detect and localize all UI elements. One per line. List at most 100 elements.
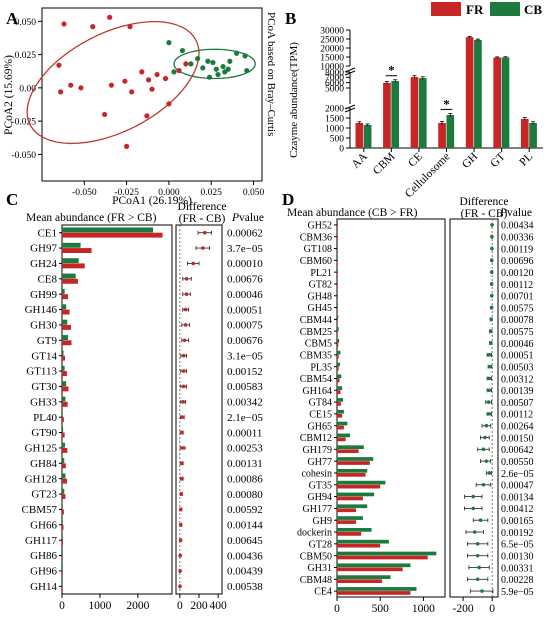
panel-d-x-tick-label: 500 xyxy=(372,603,390,615)
panel-c-bar-fr-gt90 xyxy=(62,432,65,438)
panel-d-bar-cb-ce15 xyxy=(337,409,344,414)
panel-a-point-fr xyxy=(78,85,84,91)
panel-d-category-label-dockerin: dockerin xyxy=(297,528,332,539)
panel-a-point-cb xyxy=(220,63,226,70)
panel-c-difference-point-ce8 xyxy=(184,277,189,281)
panel-c-difference-point-gt23 xyxy=(179,492,184,496)
panel-d-bar-fr-gh48 xyxy=(337,295,338,300)
panel-d-category-label-gh177: GH177 xyxy=(303,504,332,515)
panel-b-y-tick-label: 0 xyxy=(339,144,344,154)
panel-c-bar-fr-gh30 xyxy=(62,324,72,330)
panel-b-y-tick-label: 30000 xyxy=(320,26,344,36)
panel-d-bar-cb-gt35 xyxy=(337,480,386,485)
panel-c-bar-cb-gt9 xyxy=(62,335,69,341)
panel-d-bar-fr-cbm12 xyxy=(337,437,346,442)
panel-b-y-tick-label: 25000 xyxy=(320,35,344,45)
panel-c-bar-cb-gh125 xyxy=(62,442,66,448)
panel-a-point-cb xyxy=(210,59,216,66)
panel-b-legend-cb-label: CB xyxy=(524,2,542,17)
panel-d-bar-fr-cbm25 xyxy=(337,331,338,335)
panel-a-point-cb xyxy=(234,50,240,56)
panel-c-category-label-ce8: CE8 xyxy=(37,273,57,285)
panel-d-category-label-gh52: GH52 xyxy=(308,221,332,232)
panel-c-bar-fr-ce8 xyxy=(62,278,78,284)
panel-d-bar-fr-gt84 xyxy=(337,402,341,406)
panel-d-difference-point-gh45 xyxy=(489,305,494,310)
panel-a-point-fr xyxy=(61,21,67,27)
panel-a-point-fr xyxy=(122,78,128,84)
panel-c-bar-cb-gh30 xyxy=(62,319,68,325)
panel-c-bar-fr-gt113 xyxy=(62,371,67,376)
panel-a-point-fr xyxy=(139,69,145,75)
panel-c-bar-cb-gh97 xyxy=(62,242,81,248)
panel-d-bar-fr-gh9 xyxy=(337,520,357,524)
panel-d-bar-fr-ce4 xyxy=(337,591,411,595)
panel-c-header-value: value xyxy=(239,212,264,224)
panel-c-bar-cb-gh117 xyxy=(62,534,63,540)
panel-b-y-tick-label: 5000 xyxy=(325,84,344,94)
panel-d-bar-fr-gh65 xyxy=(337,425,344,430)
panel-d-header-value: value xyxy=(507,207,532,219)
panel-c-category-label-pl40: PL40 xyxy=(33,412,57,424)
panel-d-bar-fr-gh177 xyxy=(337,508,357,513)
panel-a-point-fr xyxy=(149,86,155,92)
panel-c-bar-cb-gh84 xyxy=(62,458,65,464)
panel-d-bar-cb-gh65 xyxy=(337,421,348,426)
panel-b-y-tick-label: 10000 xyxy=(320,62,344,72)
panel-d-difference-point-cbm35 xyxy=(487,353,492,357)
panel-d-category-label-cohesin: cohesin xyxy=(301,469,332,480)
panel-d-difference-point-ce15 xyxy=(487,412,492,416)
panel-d-difference-point-cbm50 xyxy=(475,553,480,558)
panel-d-bar-fr-pl21 xyxy=(337,272,338,276)
panel-c-pvalue-gh96: 0.00439 xyxy=(227,566,263,578)
panel-d-header-mid-line: Difference xyxy=(460,196,509,208)
panel-c-abundance-frame xyxy=(61,224,173,595)
panel-d-pvalue-cbm48: 0.00228 xyxy=(501,575,534,586)
panel-c-difference-tick-label: 0 xyxy=(177,600,183,612)
panel-c-bar-fr-gh128 xyxy=(62,478,67,484)
panel-d-category-label-gh94: GH94 xyxy=(308,492,332,503)
panel-b-x-tick-label-gh: GH xyxy=(460,151,480,171)
panel-c-bar-cb-ce1 xyxy=(62,227,154,233)
panel-c-category-label-gt14: GT14 xyxy=(31,350,57,362)
panel-a-point-fr xyxy=(127,24,133,30)
panel-letter-d: D xyxy=(282,190,294,209)
panel-c-difference-point-gh146 xyxy=(183,307,188,312)
panel-d-difference-point-gh164 xyxy=(487,388,492,393)
panel-d-difference-point-gt28 xyxy=(475,542,480,546)
panel-b-y-tick-label: 2000 xyxy=(325,104,344,114)
panel-c-difference-point-gh96 xyxy=(178,569,182,573)
panel-c-difference-point-gt30 xyxy=(181,384,186,389)
panel-b-bar-cb-cbm xyxy=(391,81,400,148)
panel-c-bar-fr-gh33 xyxy=(62,401,68,407)
panel-d-bar-cb-gh48 xyxy=(337,291,338,296)
panel-a-point-cb xyxy=(166,40,172,46)
panel-d-pvalue-cbm50: 0.00130 xyxy=(501,551,534,562)
panel-d-pvalue-ce15: 0.00112 xyxy=(501,410,533,421)
panel-c-difference-point-gh84 xyxy=(179,461,184,466)
panel-d-header-left: Mean abundance (CB > FR) xyxy=(287,207,418,219)
panel-c-bar-fr-gh146 xyxy=(62,309,70,315)
panel-d-bar-cb-gh45 xyxy=(337,303,338,308)
panel-c-pvalue-gt30: 0.00583 xyxy=(227,381,263,393)
panel-d-difference-point-gh179 xyxy=(481,447,486,452)
panel-d-bar-cb-pl35 xyxy=(337,362,341,367)
panel-b-bar-fr-gt xyxy=(493,57,502,148)
panel-d-difference-tick-label: -200 xyxy=(453,603,474,615)
panel-a-ellipse-fr xyxy=(26,20,200,145)
panel-c-header-p: P xyxy=(231,212,239,224)
panel-c-header-mid-line: Difference xyxy=(178,201,227,213)
panel-d-bar-fr-gt82 xyxy=(337,283,338,288)
panel-a-ellipse-cb xyxy=(173,48,256,80)
panel-c-pvalue-pl40: 2.1e−05 xyxy=(227,412,263,424)
panel-c-pvalue-gt90: 0.00011 xyxy=(227,427,262,439)
panel-a-point-cb xyxy=(205,58,211,64)
panel-c-pvalue-gh146: 0.00051 xyxy=(227,304,263,316)
panel-c-pvalue-gh97: 3.7e−05 xyxy=(227,243,263,255)
panel-d-bar-cb-cbm54 xyxy=(337,374,342,379)
panel-a-side-title: PCoA based on Bray–Curtis xyxy=(265,12,277,136)
panel-d-bar-fr-cbm54 xyxy=(337,378,340,383)
panel-a-point-cb xyxy=(213,66,219,72)
panel-c-pvalue-gh99: 0.00046 xyxy=(227,289,263,301)
